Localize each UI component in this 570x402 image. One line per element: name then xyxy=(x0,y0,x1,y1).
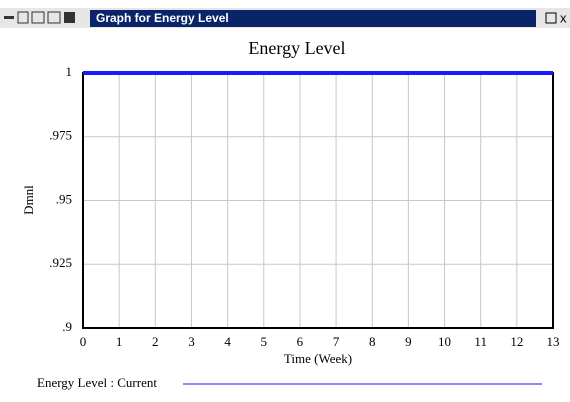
x-tick-label: 12 xyxy=(510,334,523,349)
toolbar-icons[interactable] xyxy=(4,11,75,24)
window-title: Graph for Energy Level xyxy=(96,11,229,25)
print-icon[interactable] xyxy=(31,11,45,24)
x-tick-label: 8 xyxy=(369,334,376,349)
title-bar xyxy=(90,10,536,27)
x-tick-label: 11 xyxy=(474,334,487,349)
legend-label: Energy Level : Current xyxy=(37,375,157,390)
y-tick-label: .925 xyxy=(49,255,72,270)
x-tick-label: 7 xyxy=(333,334,340,349)
y-tick-label: 1 xyxy=(66,64,73,79)
x-tick-label: 9 xyxy=(405,334,412,349)
x-tick-label: 4 xyxy=(224,334,231,349)
close-button[interactable]: x xyxy=(560,10,567,25)
x-tick-label: 5 xyxy=(261,334,268,349)
x-tick-label: 3 xyxy=(188,334,195,349)
x-tick-label: 1 xyxy=(116,334,123,349)
chart-title: Energy Level xyxy=(248,38,345,58)
y-axis-label: Dmnl xyxy=(21,185,36,215)
x-tick-label: 0 xyxy=(80,334,87,349)
maximize-button[interactable] xyxy=(545,12,557,24)
x-tick-label: 10 xyxy=(438,334,451,349)
x-tick-label: 13 xyxy=(547,334,560,349)
x-tick-label: 6 xyxy=(297,334,304,349)
copy-icon[interactable] xyxy=(47,11,61,24)
x-axis-label: Time (Week) xyxy=(284,351,352,366)
minimize-icon[interactable] xyxy=(4,16,14,19)
y-tick-label: .95 xyxy=(56,191,72,206)
save-icon[interactable] xyxy=(64,12,75,23)
lock-icon[interactable] xyxy=(17,11,29,24)
y-tick-label: .975 xyxy=(49,128,72,143)
x-tick-label: 2 xyxy=(152,334,159,349)
y-tick-label: .9 xyxy=(62,319,72,334)
